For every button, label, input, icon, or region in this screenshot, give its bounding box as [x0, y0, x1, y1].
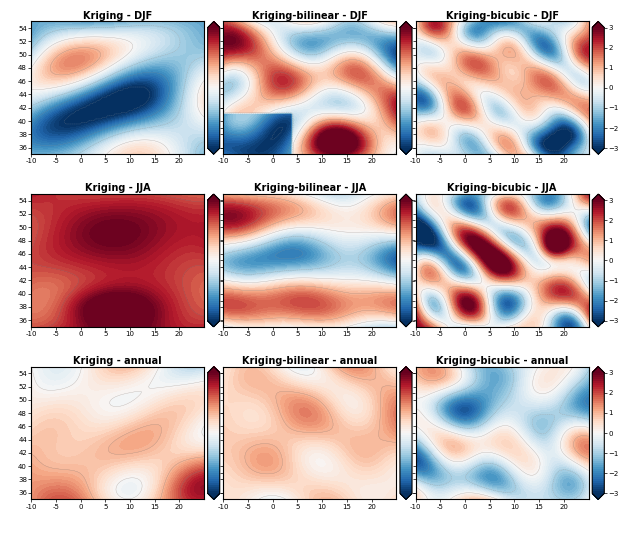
Title: Kriging-bicubic - DJF: Kriging-bicubic - DJF: [445, 11, 559, 21]
PathPatch shape: [400, 21, 412, 27]
Y-axis label: Celsius: Celsius: [430, 418, 440, 448]
Title: Kriging-bilinear - JJA: Kriging-bilinear - JJA: [254, 183, 366, 193]
PathPatch shape: [207, 367, 220, 373]
PathPatch shape: [592, 194, 604, 200]
PathPatch shape: [400, 321, 412, 327]
Y-axis label: Celsius: Celsius: [243, 245, 252, 275]
PathPatch shape: [207, 494, 220, 499]
PathPatch shape: [400, 148, 412, 154]
Title: Kriging-bilinear - annual: Kriging-bilinear - annual: [242, 356, 378, 366]
Title: Kriging-bicubic - JJA: Kriging-bicubic - JJA: [447, 183, 557, 193]
Title: Kriging-bicubic - annual: Kriging-bicubic - annual: [436, 356, 568, 366]
PathPatch shape: [400, 494, 412, 499]
Title: Kriging - DJF: Kriging - DJF: [83, 11, 152, 21]
PathPatch shape: [592, 494, 604, 499]
PathPatch shape: [207, 148, 220, 154]
Title: Kriging - annual: Kriging - annual: [74, 356, 162, 366]
PathPatch shape: [400, 367, 412, 373]
PathPatch shape: [592, 321, 604, 327]
Y-axis label: Celsius: Celsius: [243, 73, 252, 103]
PathPatch shape: [592, 148, 604, 154]
Y-axis label: Celsius: Celsius: [243, 418, 252, 448]
Y-axis label: Celsius: Celsius: [430, 73, 440, 103]
PathPatch shape: [207, 21, 220, 27]
PathPatch shape: [592, 21, 604, 27]
Title: Kriging - JJA: Kriging - JJA: [85, 183, 150, 193]
PathPatch shape: [207, 194, 220, 200]
PathPatch shape: [207, 321, 220, 327]
PathPatch shape: [592, 367, 604, 373]
Y-axis label: Celsius: Celsius: [430, 245, 440, 275]
PathPatch shape: [400, 194, 412, 200]
Title: Kriging-bilinear - DJF: Kriging-bilinear - DJF: [252, 11, 368, 21]
